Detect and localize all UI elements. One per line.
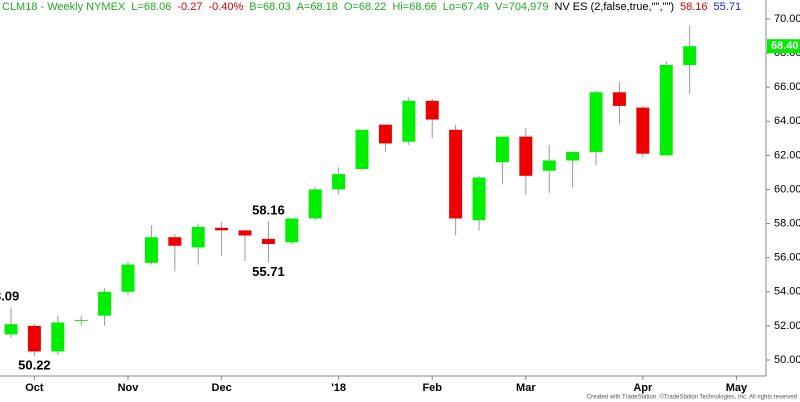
candle-body <box>74 319 88 321</box>
price-annotation: 58.16 <box>252 202 285 217</box>
price-annotation: 55.71 <box>252 264 285 279</box>
y-tick-label: 54.00 <box>774 286 800 298</box>
candle-body <box>566 151 580 161</box>
candle-body <box>238 230 252 236</box>
candle-body <box>285 218 299 243</box>
candle-body <box>27 325 41 352</box>
candle-body <box>612 92 626 106</box>
y-tick-label: 66.00 <box>774 81 800 93</box>
candle-body <box>378 124 392 144</box>
candle-body <box>121 264 135 292</box>
y-tick-label: 58.00 <box>774 217 800 229</box>
header-item: -0.40% <box>208 1 243 13</box>
candle-body <box>659 64 673 156</box>
candle-body <box>215 227 229 231</box>
header-item: 55.71 <box>714 1 742 13</box>
candle-body <box>449 129 463 219</box>
last-price-box <box>767 39 800 54</box>
header-item: -0.27 <box>177 1 202 13</box>
y-tick-label: 62.00 <box>774 149 800 161</box>
candle-body <box>355 129 369 169</box>
header-item: Lo=67.49 <box>443 1 489 13</box>
candle-body <box>98 291 112 316</box>
candle-body <box>589 92 603 152</box>
candle-body <box>425 100 439 120</box>
candle-body <box>519 136 533 176</box>
candle-body <box>168 237 182 246</box>
candle-body <box>308 189 322 219</box>
candle-body <box>636 107 650 154</box>
x-tick-label: '18 <box>331 382 346 394</box>
header-item: 58.16 <box>680 1 708 13</box>
x-tick-label: Nov <box>118 382 140 394</box>
x-tick-label: May <box>726 382 748 394</box>
y-tick-label: 70.00 <box>774 13 800 25</box>
header-item: V=704,979 <box>495 1 549 13</box>
candle-body <box>402 100 416 142</box>
candle-body <box>542 160 556 171</box>
price-annotation: 50.22 <box>18 358 51 373</box>
candle-body <box>4 324 18 335</box>
x-tick-label: Mar <box>516 382 536 394</box>
last-price-label: 68.40 <box>771 40 799 52</box>
x-tick-label: Apr <box>633 382 653 394</box>
header-item: L=68.06 <box>131 1 171 13</box>
header-item: NV ES (2,false,true,"","") <box>554 1 674 13</box>
x-tick-label: Dec <box>212 382 232 394</box>
footer: Created with TradeStation. ©TradeStation… <box>587 394 797 401</box>
y-tick-label: 50.00 <box>774 354 800 366</box>
candle-body <box>144 237 158 263</box>
x-tick-label: Oct <box>25 382 44 394</box>
price-annotation: 53.09 <box>0 289 19 304</box>
candle-body <box>191 226 205 248</box>
candle-body <box>683 46 697 65</box>
header-item: O=68.22 <box>344 1 387 13</box>
candle-body <box>332 174 346 190</box>
candle-body <box>472 177 486 221</box>
x-tick-label: Feb <box>422 382 442 394</box>
header-item: A=68.18 <box>297 1 338 13</box>
header: CLM18 - Weekly NYMEX L=68.06 -0.27 -0.40% B=… <box>2 1 741 13</box>
y-tick-label: 56.00 <box>774 252 800 264</box>
y-tick-label: 64.00 <box>774 115 800 127</box>
candle-body <box>495 136 509 163</box>
y-tick-label: 60.00 <box>774 183 800 195</box>
candle-body <box>51 322 65 352</box>
y-tick-label: 52.00 <box>774 320 800 332</box>
header-item: B=68.03 <box>249 1 290 13</box>
header-item: CLM18 - Weekly NYMEX <box>2 1 126 13</box>
candle-body <box>261 238 275 245</box>
header-item: Hi=68.66 <box>392 1 436 13</box>
